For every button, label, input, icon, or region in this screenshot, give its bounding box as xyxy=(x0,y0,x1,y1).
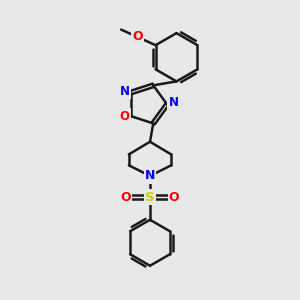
Text: O: O xyxy=(132,30,142,44)
Text: O: O xyxy=(119,110,129,123)
Text: N: N xyxy=(145,169,155,182)
Text: S: S xyxy=(145,190,155,204)
Text: N: N xyxy=(119,85,129,98)
Text: N: N xyxy=(169,96,178,110)
Text: O: O xyxy=(169,190,179,204)
Text: O: O xyxy=(121,190,131,204)
